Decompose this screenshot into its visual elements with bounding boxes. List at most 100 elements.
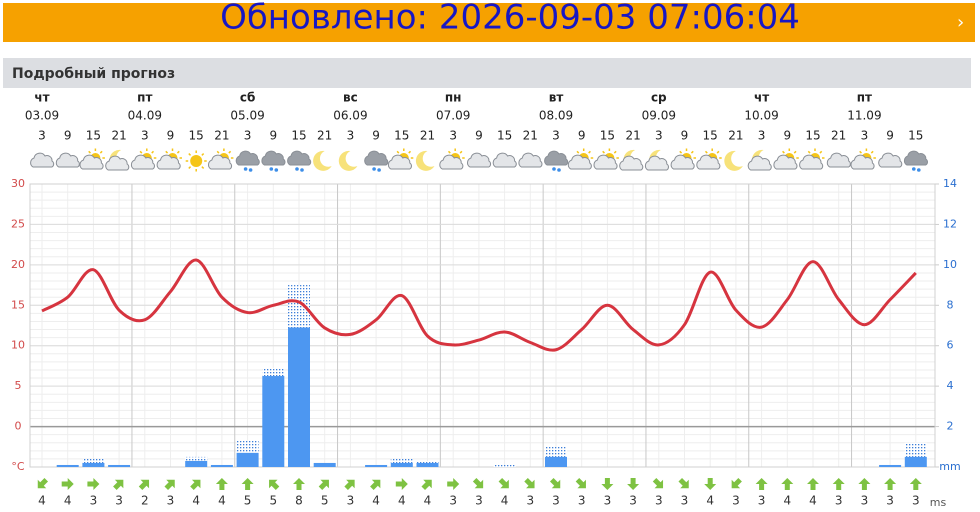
day-name: ср (651, 91, 667, 105)
cloud (696, 154, 721, 170)
wind-arrow (190, 479, 201, 491)
hour-label: 3 (244, 129, 252, 143)
ray (859, 150, 862, 154)
day-name: чт (34, 91, 49, 105)
weather-icon (261, 150, 286, 172)
y2-tick-label: 12 (943, 217, 957, 230)
arrow-shape (37, 477, 49, 489)
ray (228, 150, 232, 154)
weather-icon (826, 152, 851, 168)
ray (870, 150, 874, 154)
precip-bar (313, 462, 336, 467)
ray (819, 150, 823, 154)
ray (704, 150, 708, 154)
cloud (878, 152, 903, 168)
precip-bar (262, 376, 285, 467)
day-name: чт (754, 91, 769, 105)
wind-speed: 4 (501, 494, 509, 508)
arrow-shape (498, 477, 509, 489)
hour-label: 3 (758, 129, 766, 143)
ray (613, 150, 617, 154)
weather-icon (30, 152, 55, 168)
banner-text: Обновлено: 2026-09-03 07:06:04 (220, 0, 800, 38)
day-name: пт (137, 91, 152, 105)
banner-bar[interactable] (3, 3, 975, 42)
wind-speed: 3 (347, 494, 355, 508)
ray (679, 150, 683, 154)
sun (190, 155, 203, 167)
precip-range (416, 460, 439, 463)
y2-tick-label: 2 (947, 420, 954, 433)
hour-label: 15 (805, 129, 820, 143)
wind-arrow (498, 477, 509, 489)
cloud (30, 152, 55, 168)
wind-arrow (370, 479, 381, 491)
hour-label: 3 (655, 129, 663, 143)
weather-icon (696, 148, 722, 170)
wind-speed: 4 (783, 494, 791, 508)
arrow-shape (269, 479, 280, 491)
ray (151, 150, 155, 154)
precip-bar (82, 462, 105, 467)
arrow-shape (704, 478, 717, 490)
wind-arrow (832, 478, 845, 490)
ray (793, 150, 797, 154)
wind-arrow (269, 479, 280, 491)
weather-icon (518, 152, 543, 168)
ray (188, 153, 192, 156)
cloud (619, 155, 644, 171)
arrow-shape (164, 479, 175, 491)
arrow-shape (344, 479, 355, 491)
wind-arrow (884, 478, 897, 490)
precip-bar (904, 456, 927, 467)
cloud (644, 155, 669, 171)
weather-icon (185, 150, 207, 172)
precip-range (390, 458, 413, 463)
cloud (156, 154, 181, 170)
moon (338, 150, 358, 171)
banner-chevron[interactable]: › (957, 12, 964, 33)
arrow-shape (87, 477, 100, 490)
weather-icon (105, 149, 130, 171)
wind-arrow (549, 477, 561, 489)
wind-arrow (164, 479, 175, 491)
weather-icon (79, 148, 105, 170)
wind-speed: 4 (38, 494, 46, 508)
wind-speed: 4 (424, 494, 432, 508)
wind-arrow (215, 478, 228, 490)
ray (576, 150, 580, 154)
hour-label: 21 (831, 129, 846, 143)
y-tick-label: 0 (15, 420, 22, 433)
day-date: 09.09 (642, 109, 676, 123)
drop (372, 167, 376, 171)
cloud (903, 150, 928, 166)
hour-label: 21 (625, 129, 640, 143)
hour-label: 9 (681, 129, 689, 143)
day-name: вт (549, 91, 564, 105)
precip-bar (416, 462, 439, 467)
cloud (826, 152, 851, 168)
weather-icon (156, 148, 182, 170)
wind-arrow (395, 478, 408, 491)
day-date: 06.09 (333, 109, 367, 123)
precip-range (545, 446, 567, 457)
ray (602, 150, 605, 154)
wind-speed: 3 (835, 494, 843, 508)
weather-icon (235, 150, 260, 172)
wind-arrow (652, 477, 664, 489)
drop (248, 168, 253, 172)
weather-icon (773, 148, 799, 170)
ray (201, 166, 205, 169)
cloud (544, 150, 569, 166)
wind-arrow (678, 477, 689, 489)
weather-icon (208, 148, 234, 170)
precip-bar (108, 464, 131, 467)
wind-arrow (807, 478, 819, 490)
ray (716, 150, 720, 154)
moon (415, 150, 435, 171)
ray (807, 150, 811, 154)
wind-unit: ms (930, 496, 947, 508)
precip-bar (545, 456, 567, 467)
arrow-shape (241, 478, 254, 490)
hour-label: 15 (497, 129, 512, 143)
